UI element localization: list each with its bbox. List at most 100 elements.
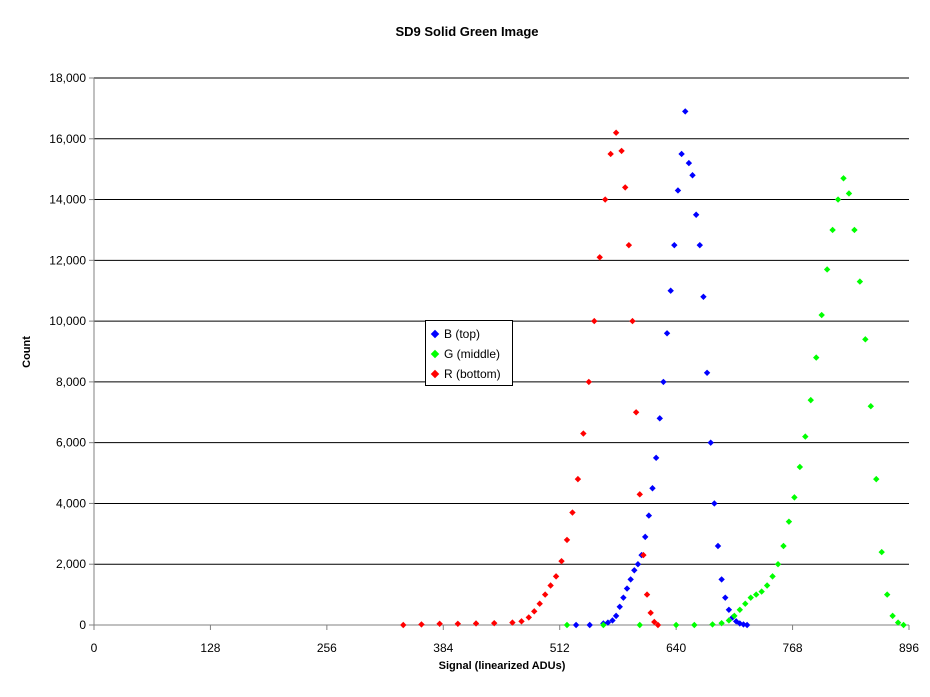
x-tick-label: 896 (899, 641, 919, 655)
data-point (569, 509, 576, 516)
data-point (596, 254, 603, 261)
data-point (823, 266, 831, 273)
legend-item: R (bottom) (426, 364, 512, 384)
data-point (763, 582, 771, 589)
data-point (631, 567, 638, 574)
legend-label: R (bottom) (444, 367, 501, 381)
data-point (813, 354, 820, 361)
data-point (651, 618, 658, 626)
data-point (718, 576, 725, 583)
data-point (672, 621, 680, 629)
data-points (400, 108, 907, 629)
data-point (867, 403, 874, 410)
x-tick-label: 384 (433, 641, 453, 655)
x-axis-label: Signal (linearized ADUs) (439, 660, 566, 672)
x-tick-label: 0 (91, 641, 98, 655)
data-point (709, 621, 716, 628)
data-point (692, 211, 700, 218)
data-point (509, 619, 516, 626)
data-point (586, 621, 593, 629)
data-point (572, 621, 580, 629)
data-point (780, 542, 787, 550)
y-axis-ticks: 0 2,000 4,000 6,000 8,000 10,000 12,000 14,000 1… (49, 71, 94, 632)
data-point (829, 226, 836, 234)
data-point (472, 620, 480, 627)
legend-marker (430, 369, 440, 379)
data-point (725, 617, 733, 624)
y-tick-label: 6,000 (56, 436, 86, 450)
data-point (856, 278, 864, 285)
data-point (623, 585, 631, 592)
data-point (796, 463, 804, 471)
data-point (736, 620, 744, 627)
data-point (636, 491, 643, 498)
data-point (678, 150, 685, 158)
x-axis-ticks: 0 128 256 384 512 640 768 896 (91, 625, 919, 655)
x-tick-label: 768 (783, 641, 803, 655)
y-axis-label: Count (21, 336, 33, 368)
data-point (696, 241, 703, 249)
data-point (894, 619, 902, 626)
data-point (834, 196, 842, 203)
data-point (791, 494, 798, 501)
legend-item: B (top) (426, 324, 512, 344)
legend-marker (430, 349, 440, 359)
data-point (845, 190, 853, 197)
data-point (418, 621, 425, 628)
data-point (703, 369, 711, 376)
x-tick-label: 512 (550, 641, 570, 655)
data-point (818, 311, 825, 319)
data-point (671, 241, 678, 249)
data-point (625, 241, 633, 249)
data-point (682, 108, 689, 115)
chart-title: SD9 Solid Green Image (395, 24, 538, 39)
data-point (616, 603, 623, 610)
x-tick-label: 256 (317, 641, 337, 655)
data-point (840, 175, 847, 182)
data-point (900, 621, 907, 629)
data-point (656, 415, 663, 422)
x-tick-label: 128 (200, 641, 220, 655)
data-point (660, 378, 667, 386)
data-point (652, 454, 660, 462)
y-tick-label: 2,000 (56, 557, 86, 571)
data-point (400, 621, 407, 629)
y-tick-label: 0 (79, 618, 86, 632)
data-point (454, 620, 462, 627)
data-point (563, 536, 571, 544)
data-point (580, 430, 587, 437)
data-point (647, 609, 654, 617)
data-point (731, 612, 738, 620)
data-point (862, 336, 869, 343)
data-point (769, 573, 776, 580)
data-point (642, 533, 649, 541)
data-point (601, 196, 609, 203)
data-point (600, 621, 607, 629)
legend-label: G (middle) (444, 347, 501, 361)
data-point (785, 518, 793, 525)
data-point (649, 485, 656, 492)
axes (93, 78, 909, 626)
data-point (536, 600, 543, 607)
data-point (632, 409, 640, 416)
data-point (612, 129, 620, 136)
data-point (685, 159, 693, 167)
legend-marker (430, 329, 440, 339)
x-tick-label: 640 (666, 641, 686, 655)
data-point (620, 594, 627, 601)
data-point (622, 184, 629, 191)
data-point (585, 378, 593, 386)
data-point (878, 548, 885, 556)
data-point (629, 317, 636, 325)
y-tick-label: 12,000 (49, 253, 86, 267)
data-point (604, 619, 612, 626)
data-point (663, 330, 671, 337)
data-point (563, 621, 571, 629)
legend: B (top) G (middle) R (bottom) (425, 320, 513, 386)
data-point (747, 594, 754, 601)
data-point (591, 317, 598, 325)
data-point (547, 582, 554, 589)
data-point (607, 150, 614, 158)
data-point (541, 591, 549, 598)
data-point (743, 621, 751, 629)
